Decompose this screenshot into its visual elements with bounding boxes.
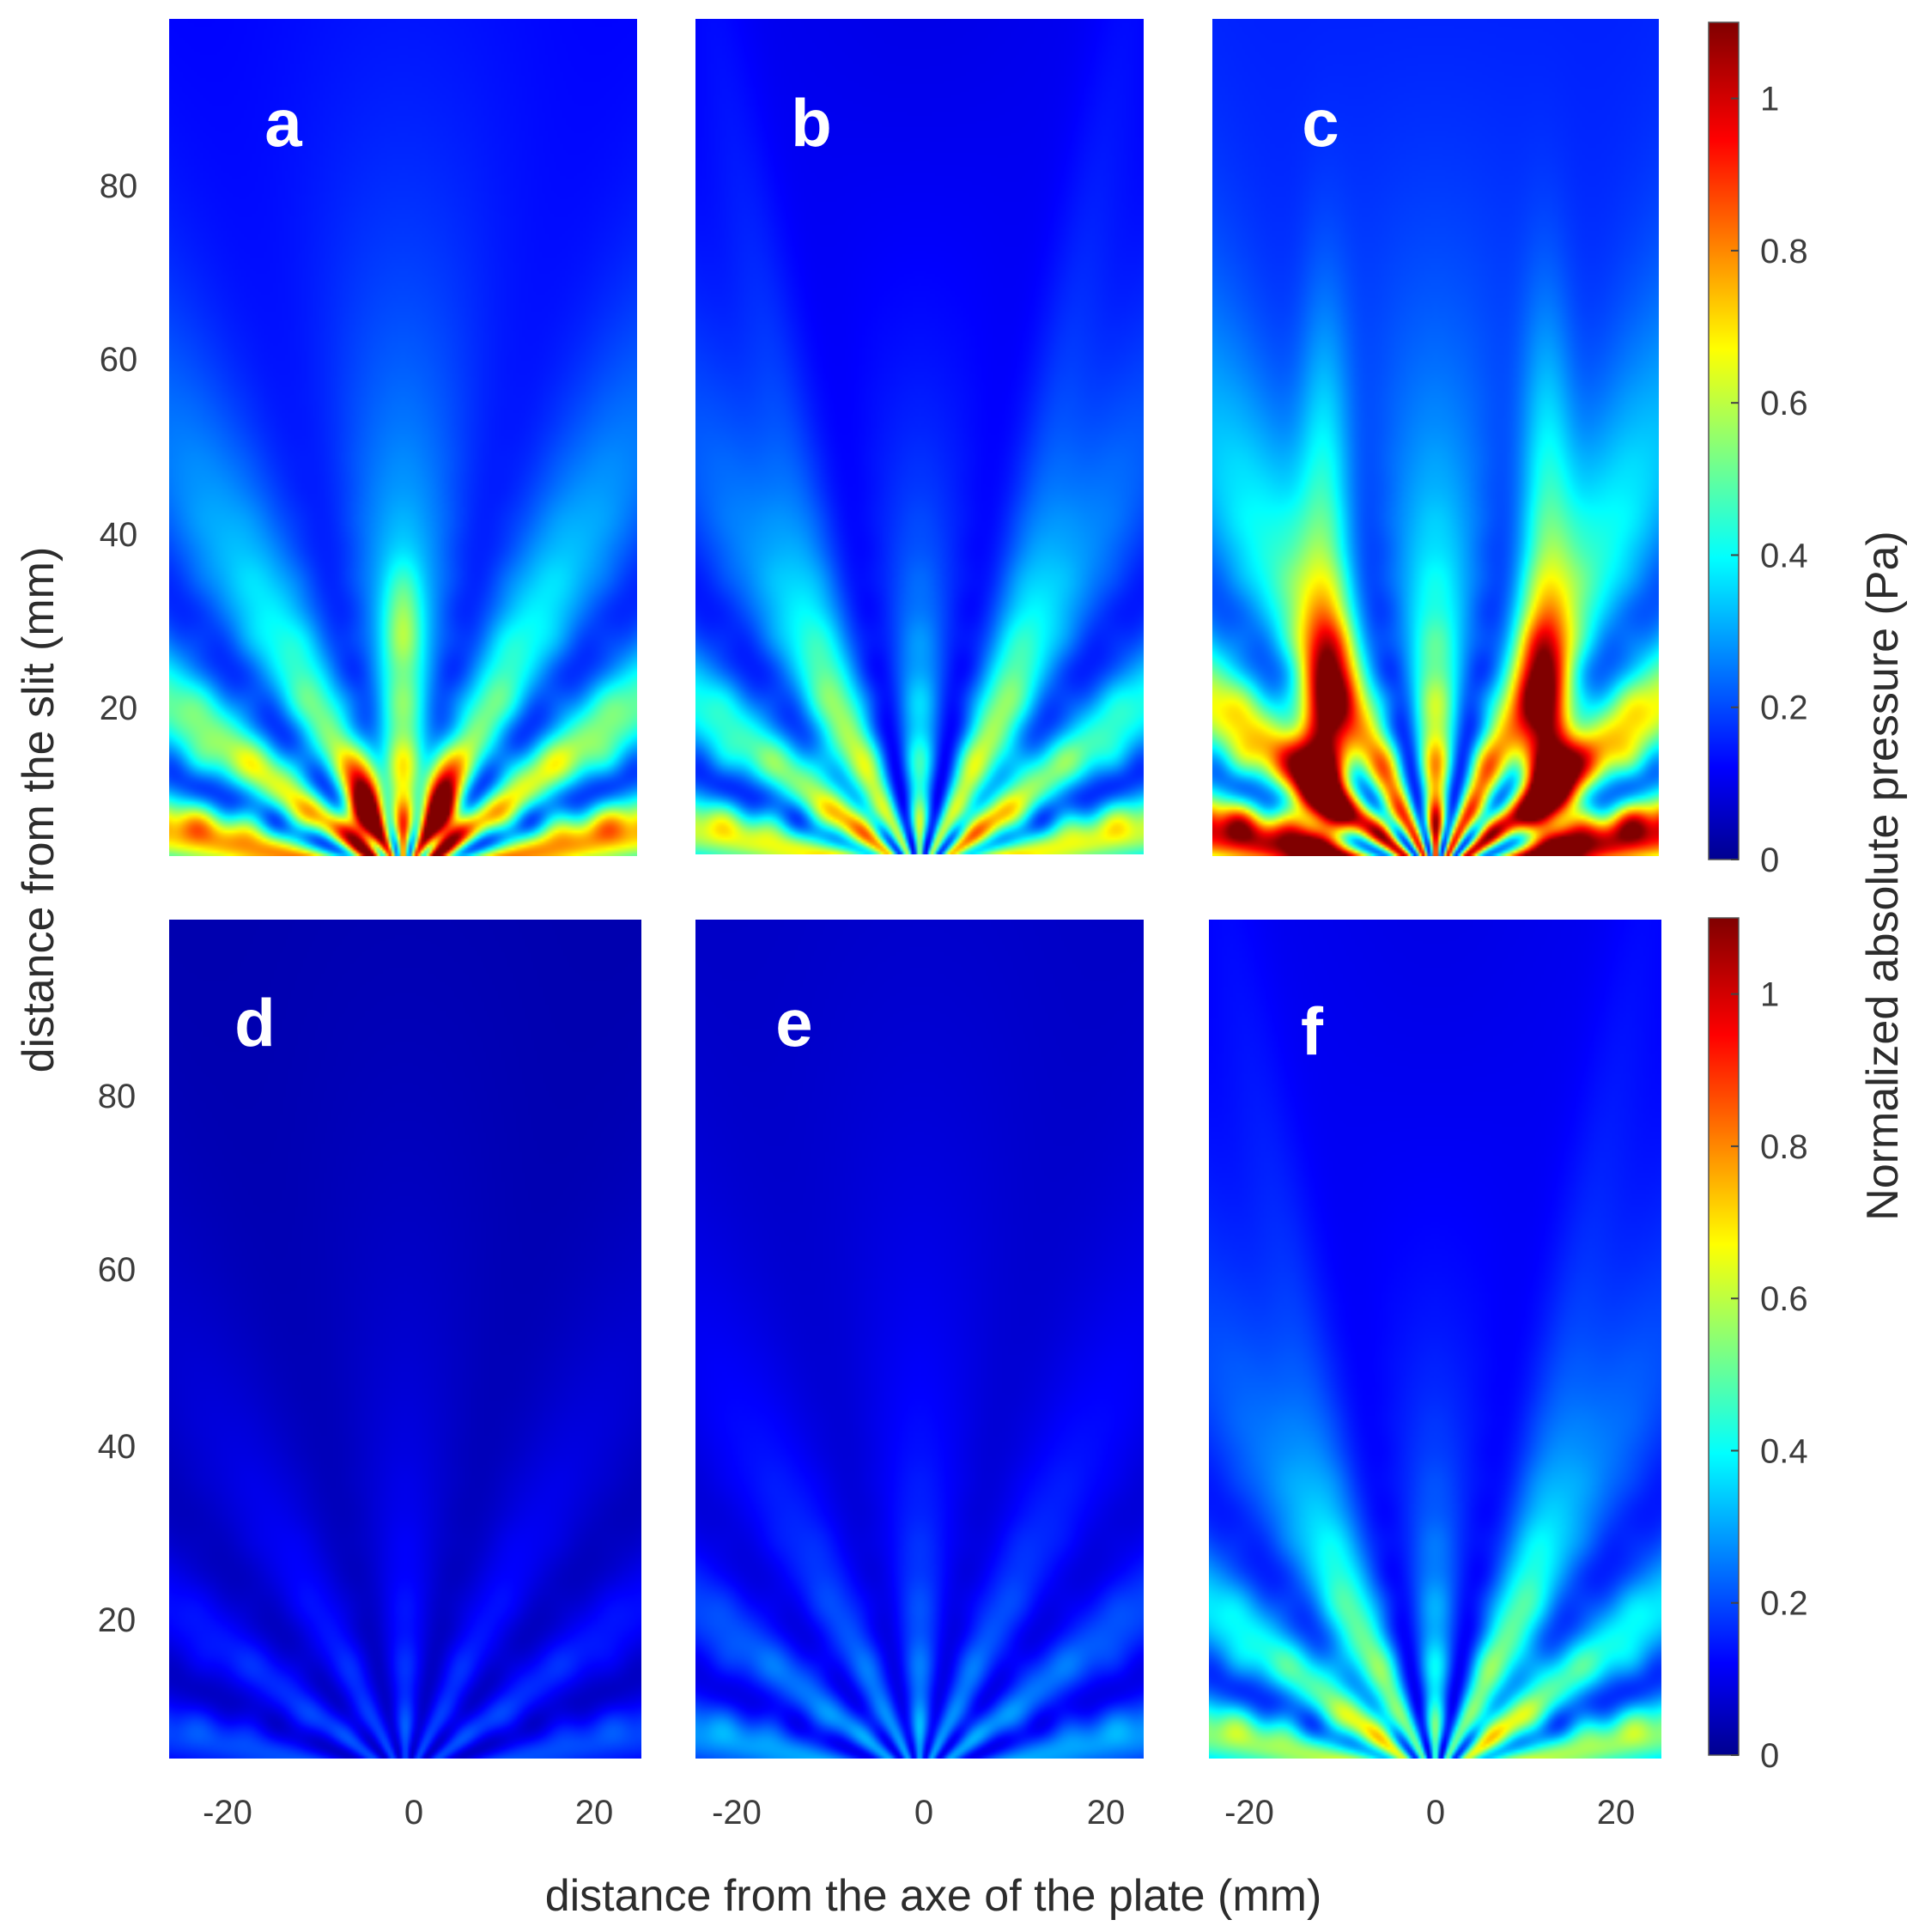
x-axis-title: distance from the axe of the plate (mm) xyxy=(545,1871,1322,1921)
colorbar-top-tick-label: 0 xyxy=(1760,841,1779,879)
colorbar-top-tick-label: 0.2 xyxy=(1760,690,1808,727)
x-tick-col1-20: 20 xyxy=(575,1794,614,1832)
panel-label-f: f xyxy=(1301,993,1324,1069)
x-tick-col3-neg20: -20 xyxy=(1224,1794,1274,1832)
colorbar-top xyxy=(1708,21,1740,860)
y-tick-top-20: 20 xyxy=(100,690,138,727)
colorbar-top-tick-label: 0.4 xyxy=(1760,537,1808,574)
y-tick-top-80: 80 xyxy=(100,167,138,205)
y-tick-bottom-40: 40 xyxy=(98,1428,137,1466)
y-tick-bottom-80: 80 xyxy=(98,1078,137,1115)
x-tick-col2-20: 20 xyxy=(1087,1794,1126,1832)
heatmap-panel-d xyxy=(169,920,641,1759)
x-tick-col3-20: 20 xyxy=(1597,1794,1636,1832)
colorbar-bottom xyxy=(1708,917,1740,1756)
panel-label-c: c xyxy=(1302,85,1339,161)
y-axis-title: distance from the slit (mm) xyxy=(14,547,64,1073)
x-tick-col2-neg20: -20 xyxy=(712,1794,762,1832)
colorbar-bottom-tick-label: 1 xyxy=(1760,976,1779,1014)
heatmap-panel-e xyxy=(695,920,1144,1759)
colorbar-top-tick-label: 0.8 xyxy=(1760,233,1808,270)
panel-label-a: a xyxy=(264,85,302,161)
heatmap-panel-a xyxy=(169,19,637,856)
heatmap-panel-f xyxy=(1209,920,1661,1759)
colorbar-bottom-tick-label: 0.8 xyxy=(1760,1128,1808,1166)
colorbar-title: Normalized absolute pressure (Pa) xyxy=(1858,531,1908,1220)
colorbar-top-tick-label: 0.6 xyxy=(1760,385,1808,422)
colorbar-ticks: 0 0.2 0.4 0.6 0.8 1 0 0.2 0.4 0.6 0.8 1 xyxy=(1731,81,1808,1775)
heatmap-panel-c xyxy=(1212,19,1659,856)
x-tick-col1-neg20: -20 xyxy=(203,1794,252,1832)
y-tick-bottom-20: 20 xyxy=(98,1601,137,1639)
y-tick-top-40: 40 xyxy=(100,516,138,554)
panel-label-e: e xyxy=(775,985,812,1060)
x-tick-col3-0: 0 xyxy=(1426,1794,1445,1832)
panel-label-b: b xyxy=(791,85,832,161)
y-tick-bottom-60: 60 xyxy=(98,1251,137,1289)
x-tick-col1-0: 0 xyxy=(404,1794,423,1832)
x-tick-col2-0: 0 xyxy=(914,1794,933,1832)
colorbar-bottom-tick-label: 0.6 xyxy=(1760,1280,1808,1318)
colorbar-top-tick-label: 1 xyxy=(1760,81,1779,118)
heatmap-panel-b xyxy=(695,19,1144,854)
y-tick-top-60: 60 xyxy=(100,341,138,379)
colorbar-bottom-tick-label: 0.4 xyxy=(1760,1432,1808,1470)
colorbar-bottom-tick-label: 0.2 xyxy=(1760,1585,1808,1623)
panel-label-d: d xyxy=(234,985,276,1060)
colorbar-bottom-tick-label: 0 xyxy=(1760,1737,1779,1775)
